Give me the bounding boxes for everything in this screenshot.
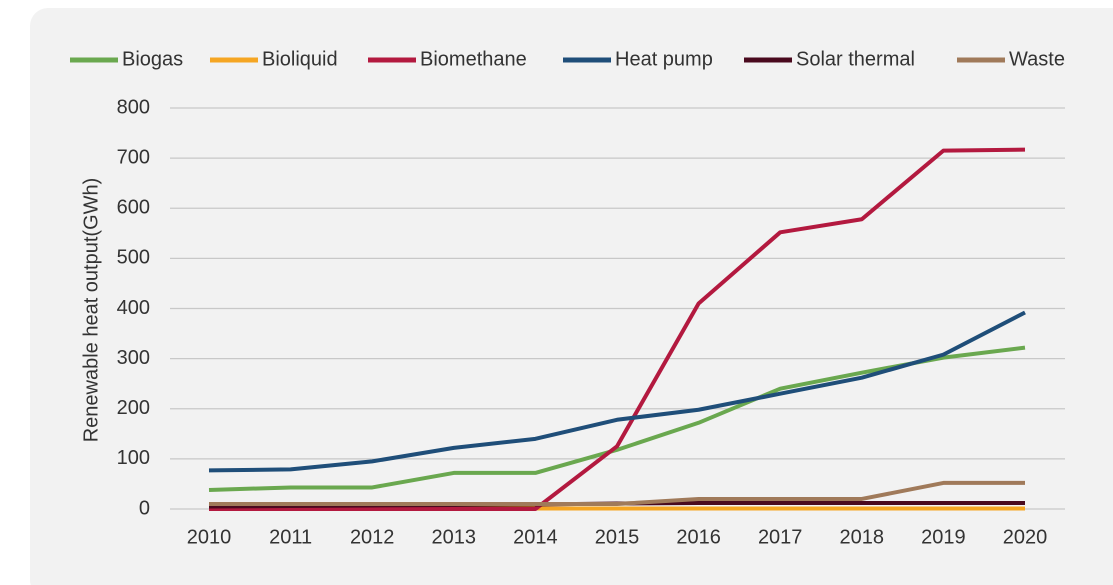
legend-label: Biomethane (420, 48, 527, 70)
x-tick-label: 2018 (840, 526, 885, 548)
x-tick-label: 2011 (269, 526, 312, 548)
y-tick-label: 700 (117, 146, 150, 168)
x-tick-label: 2015 (595, 526, 640, 548)
x-tick-label: 2017 (758, 526, 803, 548)
x-tick-label: 2014 (513, 526, 558, 548)
y-tick-label: 500 (117, 247, 150, 269)
y-tick-label: 400 (117, 297, 150, 319)
y-tick-label: 300 (117, 347, 150, 369)
x-tick-label: 2019 (921, 526, 966, 548)
x-tick-label: 2012 (350, 526, 395, 548)
y-tick-label: 200 (117, 397, 150, 419)
x-tick-label: 2010 (187, 526, 232, 548)
series-line (208, 345, 1026, 492)
series-line (209, 480, 1025, 506)
series-line (209, 147, 1026, 511)
legend-label: Bioliquid (262, 48, 338, 70)
x-tick-label: 2013 (432, 526, 477, 548)
y-tick-label: 800 (117, 96, 150, 118)
legend-label: Solar thermal (796, 48, 915, 70)
legend-label: Waste (1009, 48, 1065, 70)
x-tick-label: 2020 (1003, 526, 1048, 548)
y-axis-label: Renewable heat output(GWh) (80, 178, 102, 443)
x-tick-label: 2016 (676, 526, 721, 548)
y-tick-label: 100 (117, 447, 150, 469)
legend-label: Heat pump (615, 48, 713, 70)
legend-label: Biogas (122, 48, 183, 70)
series-line (208, 310, 1026, 473)
y-tick-label: 0 (139, 497, 150, 519)
y-tick-label: 600 (117, 197, 150, 219)
panel (30, 8, 1113, 585)
